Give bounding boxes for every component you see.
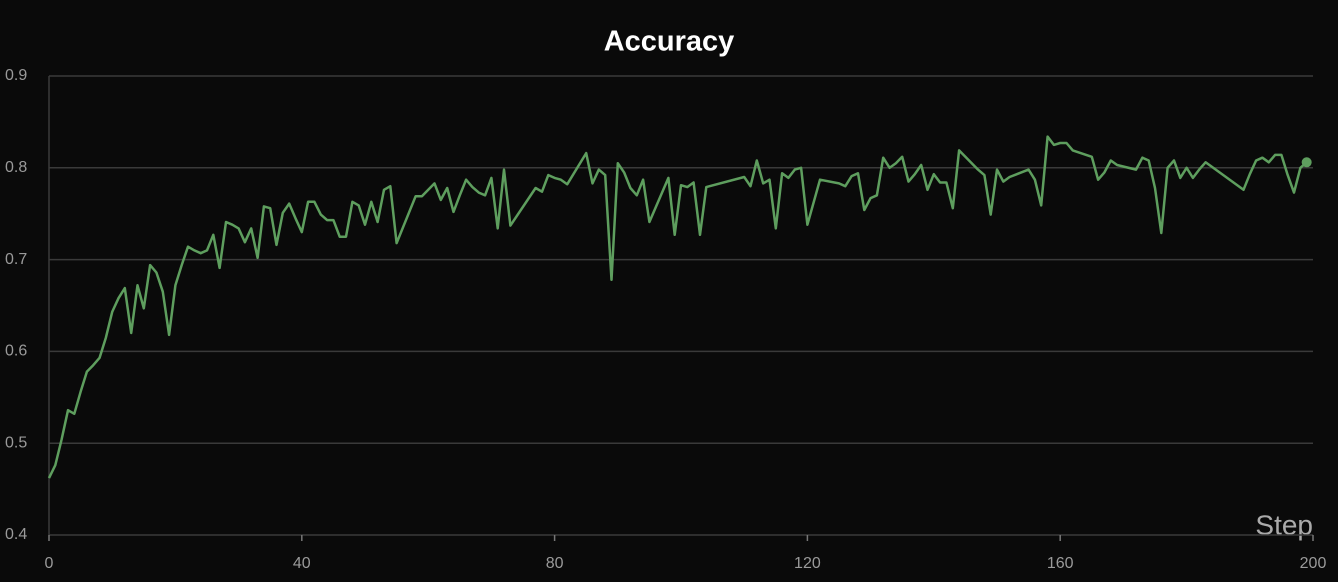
y-tick-label: 0.8 xyxy=(5,159,27,176)
y-tick-label: 0.5 xyxy=(5,434,27,451)
y-tick-label: 0.9 xyxy=(5,67,27,84)
x-tick-label: 0 xyxy=(45,555,54,572)
x-tick-label: 120 xyxy=(794,555,821,572)
y-tick-label: 0.4 xyxy=(5,526,27,543)
y-tick-label: 0.7 xyxy=(5,251,27,268)
x-tick-label: 40 xyxy=(293,555,311,572)
end-point xyxy=(1301,157,1312,168)
chart-title: Accuracy xyxy=(604,26,735,58)
x-tick-label: 80 xyxy=(546,555,564,572)
x-tick-label: 200 xyxy=(1300,555,1327,572)
x-tick-label: 160 xyxy=(1047,555,1074,572)
line xyxy=(47,135,1308,479)
y-tick-label: 0.6 xyxy=(5,343,27,360)
